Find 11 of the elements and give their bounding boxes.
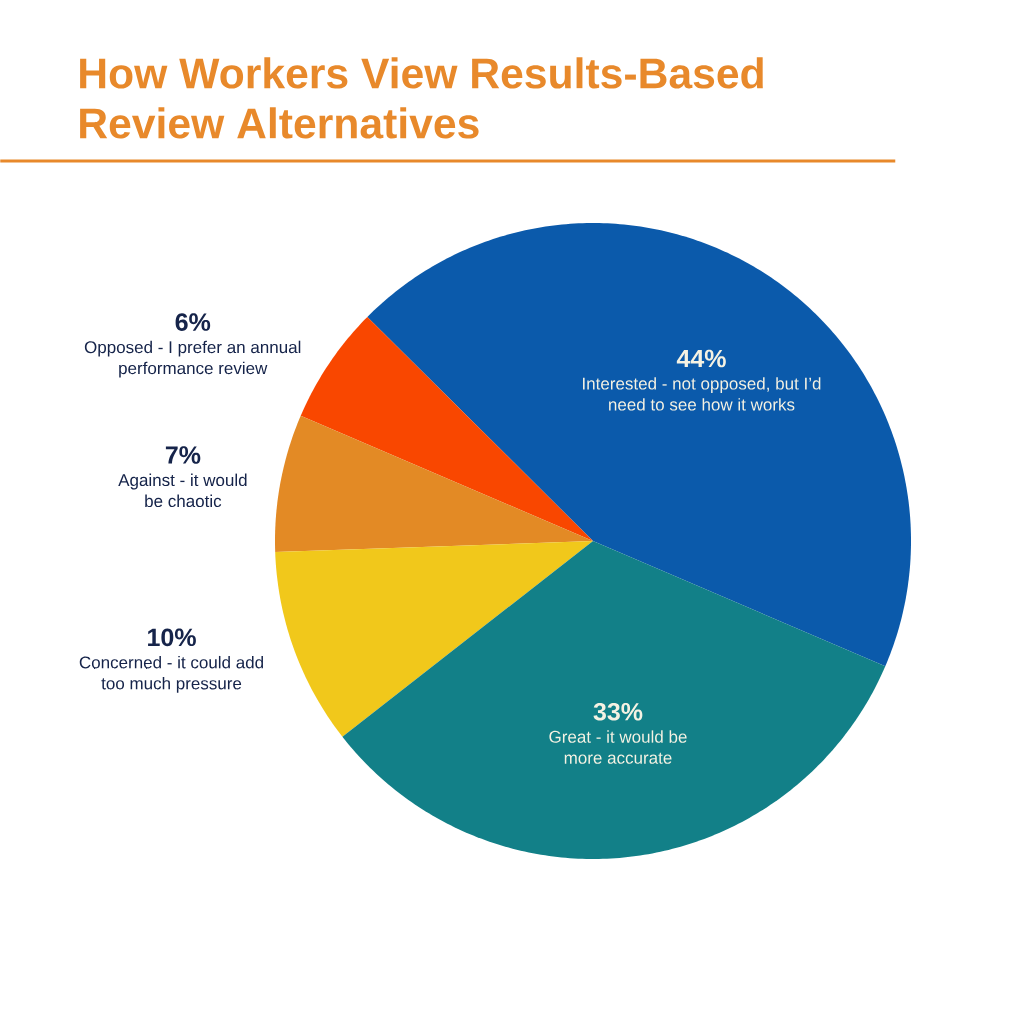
slice-label: Opposed - I prefer an annual performance review (84, 340, 301, 378)
chart-title: How Workers View Results-Based Review Alternatives (80, 57, 763, 139)
slice-label: Great - it would be more accurate (549, 730, 687, 764)
data-label: 10% (148, 628, 196, 647)
data-label: 7% (165, 446, 201, 464)
slice-label: Concerned - it could add too much pressure (79, 655, 264, 693)
data-label: 44% (676, 349, 726, 368)
slice-label: Interested - not opposed, but I’d need to see how it works (583, 377, 821, 411)
data-label: 33% (593, 702, 643, 721)
data-label: 6% (175, 313, 211, 331)
slice-label: Against - it would be chaotic (118, 473, 247, 508)
